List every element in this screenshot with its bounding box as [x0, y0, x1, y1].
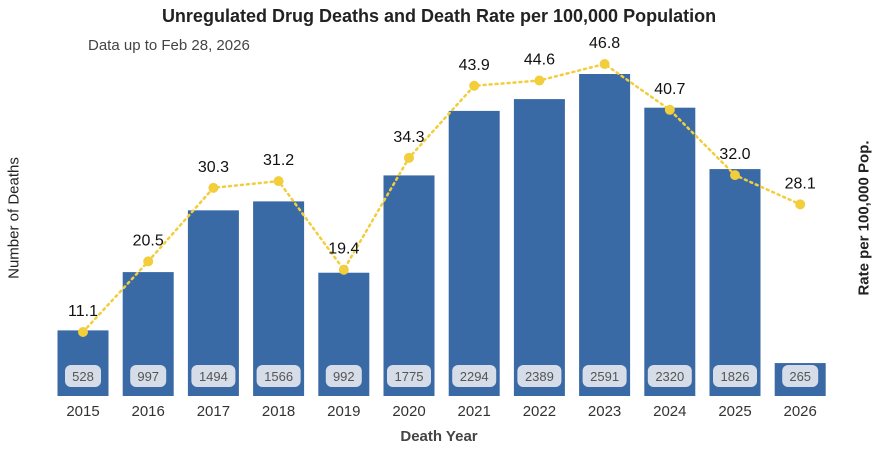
count-label-bg — [256, 365, 301, 387]
rate-point-2015 — [78, 327, 88, 337]
count-label-bg — [191, 365, 236, 387]
x-ticks-layer: 2015 2016 2017 2018 2019 2020 2021 2022 2023 2024… — [66, 403, 817, 420]
count-label-bg — [325, 365, 362, 387]
x-tick-label-2017: 2017 — [197, 403, 230, 420]
count-label-2019: 992 — [333, 369, 355, 384]
rate-label-2024: 40.7 — [654, 81, 685, 98]
x-tick-label-2024: 2024 — [653, 403, 686, 420]
rate-label-2017: 30.3 — [198, 159, 229, 176]
count-label-2015: 528 — [72, 369, 94, 384]
count-label-2025: 1826 — [721, 369, 750, 384]
bar-2018 — [253, 201, 305, 396]
bar-2020 — [383, 175, 435, 396]
x-tick-label-2021: 2021 — [458, 403, 491, 420]
bar-2023 — [579, 74, 631, 396]
count-label-bg — [65, 365, 101, 387]
rate-label-2023: 46.8 — [589, 35, 620, 52]
count-label-2020: 1775 — [395, 369, 424, 384]
count-label-bg — [130, 365, 167, 387]
count-label-bg — [782, 365, 819, 387]
count-label-bg — [713, 365, 757, 387]
x-tick-label-2022: 2022 — [523, 403, 556, 420]
count-label-bg — [387, 365, 431, 387]
rate-point-2022 — [534, 75, 545, 86]
rate-point-2024 — [664, 104, 675, 115]
rate-point-2020 — [404, 152, 414, 163]
rate-point-2023 — [599, 59, 610, 69]
rate-point-2026 — [795, 199, 806, 210]
rate-label-2020: 34.3 — [393, 129, 424, 146]
x-tick-label-2019: 2019 — [327, 403, 360, 420]
count-label-2017: 1494 — [199, 369, 228, 384]
bar-2025 — [709, 169, 761, 396]
x-tick-label-2015: 2015 — [66, 403, 99, 420]
count-labels-layer: 528 997 1494 1566 992 1775 2294 2389 2591 2320 182… — [65, 365, 819, 387]
count-label-2026: 265 — [789, 369, 811, 384]
bar-2024 — [644, 107, 696, 396]
rate-point-2021 — [469, 80, 480, 91]
x-tick-label-2023: 2023 — [588, 403, 621, 420]
bar-2022 — [513, 99, 565, 396]
count-label-2018: 1566 — [264, 369, 293, 384]
rate-point-2025 — [730, 170, 740, 181]
rate-point-2018 — [273, 176, 284, 187]
count-label-2022: 2389 — [525, 369, 554, 384]
rate-label-2022: 44.6 — [524, 52, 555, 69]
x-tick-label-2016: 2016 — [132, 403, 165, 420]
rate-point-2019 — [338, 264, 349, 275]
rate-label-2025: 32.0 — [719, 146, 750, 163]
count-label-bg — [647, 365, 692, 387]
count-label-2021: 2294 — [460, 369, 489, 384]
x-tick-label-2026: 2026 — [784, 403, 817, 420]
x-tick-label-2020: 2020 — [392, 403, 425, 420]
rate-point-2017 — [208, 182, 219, 193]
rate-label-2015: 11.1 — [68, 303, 98, 320]
rate-point-2016 — [143, 256, 154, 267]
x-tick-label-2025: 2025 — [718, 403, 751, 420]
count-label-bg — [452, 365, 497, 387]
count-label-2024: 2320 — [655, 369, 684, 384]
rate-label-2026: 28.1 — [785, 175, 816, 192]
count-label-2023: 2591 — [590, 369, 619, 384]
bar-2021 — [448, 110, 500, 397]
bars-layer — [57, 74, 826, 397]
count-label-bg — [582, 365, 627, 387]
rate-line-layer — [78, 59, 806, 337]
count-label-bg — [517, 365, 562, 387]
chart-title: Unregulated Drug Deaths and Death Rate p… — [161, 6, 717, 26]
rate-label-2021: 43.9 — [459, 57, 490, 74]
rate-label-2019: 19.4 — [328, 241, 359, 258]
rate-label-2018: 31.2 — [263, 152, 294, 169]
x-tick-label-2018: 2018 — [262, 403, 295, 420]
rate-line — [81, 62, 802, 334]
count-label-2016: 997 — [137, 369, 159, 384]
chart-subtitle: Data up to Feb 28, 2026 — [88, 37, 250, 54]
rate-label-2016: 20.5 — [133, 232, 164, 249]
rate-labels-layer: 11.1 20.5 30.3 31.2 19.4 34.3 43.9 44.6 46.8 40.7… — [68, 35, 816, 320]
x-axis-label: Death Year — [400, 428, 478, 445]
